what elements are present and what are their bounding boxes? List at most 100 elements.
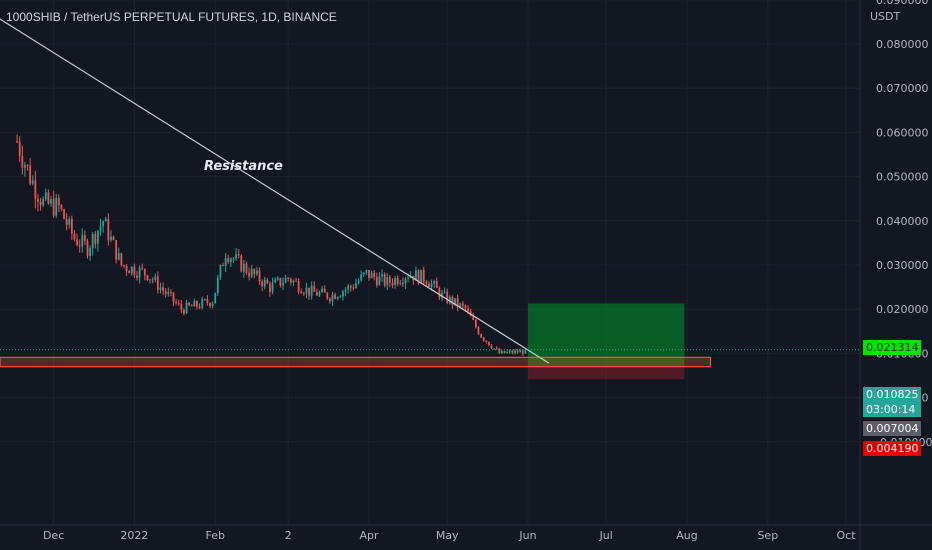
zones [0, 303, 712, 380]
candle-body [295, 280, 297, 282]
candle-body [24, 164, 26, 168]
candle-body [63, 209, 65, 219]
candle-body [34, 180, 37, 199]
x-tick-label: Dec [43, 529, 64, 542]
candle-body [115, 240, 118, 260]
candle-body [159, 287, 162, 290]
time-axis[interactable]: Dec 2022 Feb 2 Apr May Jun Jul Aug Sep Oct [0, 524, 932, 542]
candle-body [355, 283, 357, 289]
candle-body [503, 350, 506, 354]
x-tick-label: Jul [599, 529, 613, 542]
candle-body [459, 303, 462, 307]
candle-body [521, 350, 524, 354]
candle-body [284, 277, 287, 283]
candle-body [347, 285, 350, 290]
entry-price-label: 0.007004 [863, 421, 921, 436]
support-zone [0, 356, 712, 368]
current-price-label: 0.010825 [863, 387, 921, 402]
x-tick-label: May [436, 529, 459, 542]
candle-body [349, 285, 352, 288]
candle-body [164, 290, 167, 294]
candle-body [149, 279, 151, 281]
candle-body [300, 291, 303, 294]
y-tick-label: 0.030000 [876, 259, 929, 272]
candle-body [365, 270, 368, 273]
candle-body [240, 255, 243, 272]
candle-body [97, 230, 99, 244]
candle-body [524, 349, 527, 354]
candle-body [370, 272, 373, 279]
candle-body [21, 155, 24, 168]
candle-body [308, 287, 310, 296]
candle-body [315, 291, 318, 296]
candle-body [110, 236, 112, 241]
candle-body [227, 258, 230, 263]
candle-body [232, 258, 235, 260]
candle-body [519, 350, 522, 353]
overlay: Resistance [0, 18, 860, 364]
candle-body [511, 350, 514, 354]
candle-body [461, 303, 464, 306]
candle-body [78, 245, 81, 247]
candle-body [282, 282, 284, 286]
candle-body [39, 201, 42, 206]
candle-body [407, 277, 410, 279]
candle-body [331, 294, 334, 302]
candle-body [394, 278, 396, 286]
candle-body [136, 275, 138, 278]
candle-body [321, 288, 323, 293]
candle-body [334, 294, 337, 299]
candle-body [357, 280, 360, 284]
candle-body [211, 303, 214, 307]
candle-body [70, 218, 73, 234]
candle-body [130, 266, 133, 274]
candle-body [151, 279, 154, 281]
candle-body [391, 282, 394, 286]
candle-body [117, 253, 120, 260]
candle-body [31, 180, 34, 184]
candle-body [269, 283, 271, 292]
candle-body [396, 278, 399, 285]
candle-body [138, 267, 141, 278]
currency-label: USDT [870, 10, 901, 23]
candle-body [224, 258, 227, 266]
candle-body [399, 283, 402, 285]
candle-body [190, 305, 193, 307]
candle-body [501, 350, 503, 354]
y-tick-label: 0.060000 [876, 126, 929, 139]
candle-body [94, 233, 97, 244]
candle-body [216, 277, 219, 293]
candle-body [375, 277, 378, 286]
candle-body [318, 292, 321, 296]
candle-body [428, 283, 430, 287]
candle-body [55, 198, 58, 216]
candle-body [44, 192, 47, 200]
candle-body [292, 280, 295, 283]
candle-body [488, 341, 490, 346]
candle-body [313, 285, 316, 292]
candle-body [495, 348, 498, 350]
candle-body [490, 345, 493, 349]
candle-body [73, 233, 76, 240]
price-axis[interactable]: USDT 0.090000 0.080000 0.070000 0.060000 0.05… [859, 0, 932, 550]
x-tick-label: Oct [836, 529, 856, 542]
candle-body [68, 218, 71, 225]
candle-body [201, 299, 204, 308]
candle-body [26, 164, 29, 166]
candle-body [422, 269, 425, 282]
candle-body [438, 287, 441, 298]
y-tick-label: 0.090000 [876, 0, 929, 7]
candle-body [50, 199, 52, 204]
candle-body [188, 302, 191, 306]
candle-body [222, 265, 224, 267]
candle-body [493, 348, 496, 350]
candle-body [18, 141, 21, 156]
candle-body [323, 288, 326, 293]
candle-body [76, 239, 78, 246]
candle-body [404, 278, 407, 284]
candle-body [206, 299, 209, 304]
candle-body [99, 226, 102, 231]
candle-body [336, 297, 339, 299]
candle-body [91, 233, 94, 249]
